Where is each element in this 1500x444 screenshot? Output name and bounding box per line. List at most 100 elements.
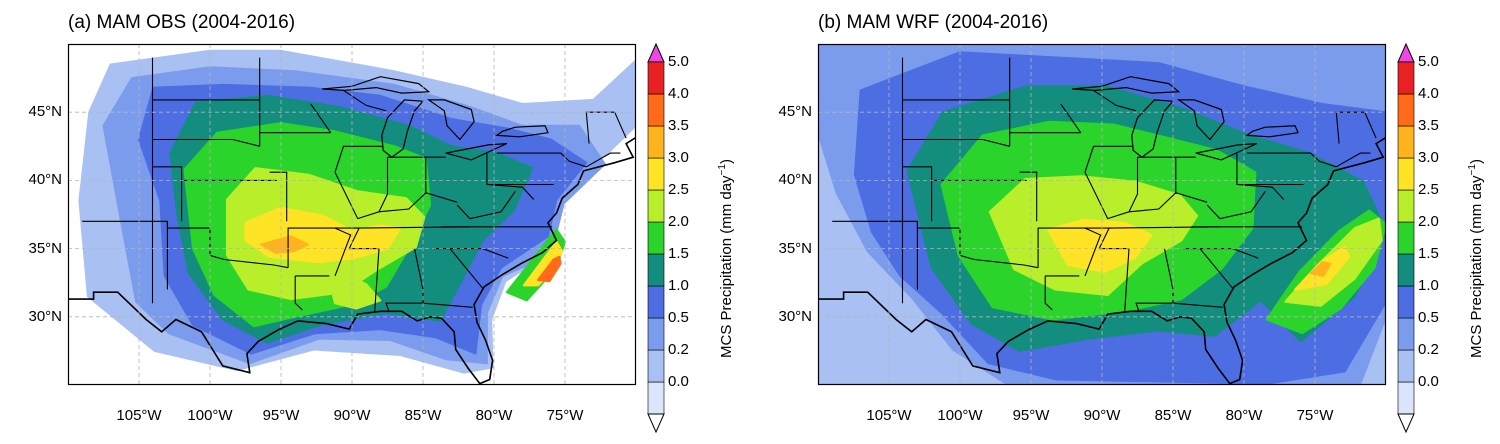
panel-b-title: (b) MAM WRF (2004-2016) (818, 12, 1049, 33)
panel-a-state-border-32 (343, 89, 387, 112)
panel-b-state-border-24 (1128, 192, 1208, 213)
panel-b-state-border-4 (1019, 171, 1038, 222)
panel-a-frame (67, 43, 637, 386)
panel-b-cb-tick-label: 3.0 (1418, 149, 1439, 166)
panel-a-precip-region-9 (328, 274, 382, 310)
panel-a-colorbar-title: MCS Precipitation (mm day−1) (717, 159, 735, 358)
panel-a-cb-tick-label: 0.5 (668, 309, 689, 326)
panel-a-state-border-14 (374, 248, 380, 312)
panel-a-state-border-10 (294, 275, 303, 311)
panel-a-cb-tick-label: 2.5 (668, 181, 689, 198)
panel-a-cb-level-5 (647, 253, 665, 287)
panel-a-lon-label: 95°W (262, 407, 300, 424)
panel-b-lon-label: 105°W (866, 407, 912, 424)
panel-a-state-border-35 (456, 190, 516, 220)
panel-b-lon-label: 95°W (1012, 407, 1050, 424)
panel-a-lon-label: 90°W (333, 407, 371, 424)
panel-b-layers (818, 44, 1386, 385)
panel-b-coastline (818, 44, 1386, 385)
panel-a-precip-region-11 (522, 240, 564, 287)
panel-a-state-border-16 (422, 302, 473, 308)
panel-a-state-border-12 (334, 227, 352, 277)
panel-b-cb-tick-label: 1.0 (1418, 277, 1439, 294)
panel-a-cb-tick-label: 1.0 (668, 277, 689, 294)
panel-a-cb-tick-label: 4.0 (668, 85, 689, 102)
panel-a-map (67, 43, 637, 386)
panel-b-cb-level-1 (1397, 381, 1415, 415)
panel-b-cb-level-4 (1397, 285, 1415, 319)
panel-a-cb-level-3 (647, 317, 665, 351)
panel-a-lake-0 (322, 76, 431, 94)
panel-a-cb-level-6 (647, 221, 665, 255)
panel-a-lat-label: 35°N (28, 239, 62, 257)
panel-b-lon-label: 100°W (937, 407, 983, 424)
panel-b-state-border-5 (902, 166, 933, 222)
panel-a-cb-level-11 (647, 61, 665, 95)
panel-b-map (817, 43, 1387, 386)
panel-a-cb-tick-label: 2.0 (668, 213, 689, 230)
panel-a-lake-4 (495, 125, 549, 138)
panel-b-lake-1 (1131, 99, 1175, 158)
panel-a-title: (a) MAM OBS (2004-2016) (68, 12, 296, 33)
panel-a-lon-label: 85°W (404, 407, 442, 424)
panel-b-cb-level-5 (1397, 253, 1415, 287)
panel-a-state-border-24 (378, 192, 458, 213)
panel-b-state-border-10 (1044, 275, 1053, 311)
panel-a-cb-tick-label: 3.0 (668, 149, 689, 166)
panel-b-precip-region-6 (1047, 219, 1153, 273)
panel-a-cb-extend-max (647, 42, 665, 63)
panel-b-cb-tick-label: 2.5 (1418, 181, 1439, 198)
panel-b-cb-tick-label: 0.0 (1418, 373, 1439, 390)
panel-b-cb-tick-label: 1.5 (1418, 245, 1439, 262)
panel-b-frame (817, 43, 1387, 386)
panel-a-lake-1 (381, 99, 425, 158)
panel-b-state-border-33 (1060, 103, 1082, 134)
panel-a-cb-level-2 (647, 349, 665, 383)
panel-b-lake-2 (1176, 99, 1225, 141)
panel-b-lake-3 (1195, 143, 1258, 161)
panel-b-lon-label: 85°W (1154, 407, 1192, 424)
panel-a-state-border-17 (449, 248, 484, 289)
panel-a-lon-label: 105°W (116, 407, 162, 424)
panel-b-precip-region-10 (1309, 261, 1332, 277)
panel-a-cb-tick-label: 1.5 (668, 245, 689, 262)
panel-a-lon-label: 80°W (475, 407, 513, 424)
panel-b-cb-tick-label: 2.0 (1418, 213, 1439, 230)
panel-a-colorbar (647, 42, 665, 434)
panel-a-lake-3 (445, 143, 508, 161)
panel-b-state-border-17 (1199, 248, 1234, 289)
panel-a-state-border-33 (310, 103, 332, 134)
panel-a-cb-tick-label: 5.0 (668, 53, 689, 70)
panel-b-lake-4 (1245, 125, 1299, 138)
panel-a-lat-label: 30°N (28, 307, 62, 325)
panel-a-state-border-30 (614, 111, 627, 139)
panel-b-lat-label: 35°N (778, 239, 812, 257)
panel-b-cb-level-11 (1397, 61, 1415, 95)
panel-a-state-border-34 (486, 183, 535, 200)
panel-b-lon-label: 80°W (1225, 407, 1263, 424)
panel-b-cb-tick-label: 4.0 (1418, 85, 1439, 102)
panel-b-cb-level-10 (1397, 93, 1415, 127)
panel-a-state-border-19 (334, 145, 384, 173)
panel-a-cb-tick-label: 0.0 (668, 373, 689, 390)
panel-a-lon-label: 100°W (187, 407, 233, 424)
panel-a-lat-label: 40°N (28, 171, 62, 189)
panel-b-state-border-14 (1124, 248, 1130, 312)
panel-a-state-border-6 (152, 138, 260, 147)
panel-b-state-border-19 (1084, 145, 1134, 173)
panel-a-state-border-31 (586, 152, 621, 168)
panel-b-cb-level-3 (1397, 317, 1415, 351)
panel-b-cb-tick-label: 5.0 (1418, 53, 1439, 70)
panel-a-cb-tick-label: 0.2 (668, 341, 689, 358)
panel-b-cb-level-7 (1397, 189, 1415, 223)
panel-b-lat-label: 30°N (778, 307, 812, 325)
panel-b-state-border-6 (902, 138, 1010, 147)
panel-b-state-border-35 (1206, 190, 1266, 220)
panel-b-cb-tick-label: 3.5 (1418, 117, 1439, 134)
panel-a-cb-level-4 (647, 285, 665, 319)
panel-b-lat-label: 45°N (778, 103, 812, 121)
panel-a-lake-2 (426, 99, 475, 141)
panel-a-cb-level-1 (647, 381, 665, 415)
panel-b-cb-extend-min (1397, 413, 1415, 434)
panel-b-lake-0 (1072, 76, 1181, 94)
